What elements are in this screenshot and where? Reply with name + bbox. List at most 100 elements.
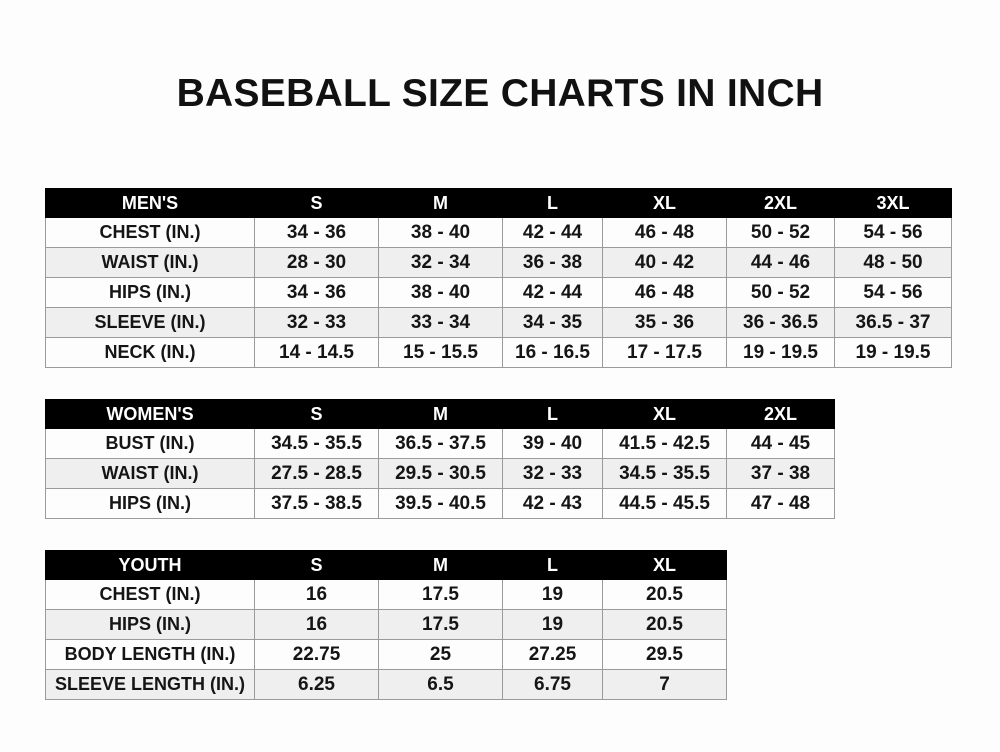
measurement-cell: 32 - 33 [254, 307, 379, 338]
measurement-cell: 20.5 [602, 609, 727, 640]
size-header: L [502, 399, 603, 429]
womens-size-table: WOMEN'S S M L XL 2XL BUST (IN.) 34.5 - 35.5 36.5… [45, 399, 835, 519]
size-header: XL [602, 188, 727, 218]
measurement-cell: 19 - 19.5 [726, 337, 835, 368]
measurement-label: HIPS (IN.) [45, 277, 255, 308]
measurement-cell: 29.5 - 30.5 [378, 458, 503, 489]
measurement-cell: 34.5 - 35.5 [602, 458, 727, 489]
measurement-cell: 33 - 34 [378, 307, 503, 338]
measurement-cell: 40 - 42 [602, 247, 727, 278]
measurement-cell: 38 - 40 [378, 277, 503, 308]
measurement-cell: 42 - 43 [502, 488, 603, 519]
table-row: HIPS (IN.) 37.5 - 38.5 39.5 - 40.5 42 - 43 4… [45, 488, 835, 519]
measurement-cell: 42 - 44 [502, 217, 603, 248]
measurement-cell: 14 - 14.5 [254, 337, 379, 368]
measurement-cell: 6.75 [502, 669, 603, 700]
size-header: XL [602, 399, 727, 429]
measurement-label: BODY LENGTH (IN.) [45, 639, 255, 670]
size-header: M [378, 188, 503, 218]
measurement-cell: 37 - 38 [726, 458, 835, 489]
measurement-cell: 6.5 [378, 669, 503, 700]
measurement-cell: 27.25 [502, 639, 603, 670]
header-row: MEN'S S M L XL 2XL 3XL [45, 188, 952, 218]
measurement-cell: 7 [602, 669, 727, 700]
page-title: BASEBALL SIZE CHARTS IN INCH [176, 72, 824, 115]
table-category-header: MEN'S [45, 188, 255, 218]
measurement-cell: 50 - 52 [726, 277, 835, 308]
header-row: YOUTH S M L XL [45, 550, 727, 580]
table-row: BUST (IN.) 34.5 - 35.5 36.5 - 37.5 39 - 40 4… [45, 428, 835, 459]
measurement-cell: 15 - 15.5 [378, 337, 503, 368]
measurement-cell: 37.5 - 38.5 [254, 488, 379, 519]
measurement-label: HIPS (IN.) [45, 609, 255, 640]
table-row: CHEST (IN.) 16 17.5 19 20.5 [45, 579, 727, 610]
size-header: M [378, 399, 503, 429]
size-header: L [502, 550, 603, 580]
measurement-cell: 22.75 [254, 639, 379, 670]
table-row: BODY LENGTH (IN.) 22.75 25 27.25 29.5 [45, 639, 727, 670]
measurement-label: NECK (IN.) [45, 337, 255, 368]
size-header: S [254, 399, 379, 429]
measurement-cell: 41.5 - 42.5 [602, 428, 727, 459]
measurement-cell: 32 - 33 [502, 458, 603, 489]
measurement-cell: 16 [254, 579, 379, 610]
measurement-label: SLEEVE (IN.) [45, 307, 255, 338]
measurement-cell: 44 - 45 [726, 428, 835, 459]
measurement-cell: 16 [254, 609, 379, 640]
measurement-cell: 36 - 36.5 [726, 307, 835, 338]
measurement-cell: 20.5 [602, 579, 727, 610]
table-row: CHEST (IN.) 34 - 36 38 - 40 42 - 44 46 - 48 5… [45, 217, 952, 248]
measurement-cell: 27.5 - 28.5 [254, 458, 379, 489]
size-header: 2XL [726, 188, 835, 218]
table-category-header: YOUTH [45, 550, 255, 580]
measurement-label: SLEEVE LENGTH (IN.) [45, 669, 255, 700]
table-row: WAIST (IN.) 28 - 30 32 - 34 36 - 38 40 - 42 4… [45, 247, 952, 278]
table-category-header: WOMEN'S [45, 399, 255, 429]
size-header: M [378, 550, 503, 580]
measurement-cell: 54 - 56 [834, 217, 952, 248]
measurement-cell: 28 - 30 [254, 247, 379, 278]
measurement-cell: 42 - 44 [502, 277, 603, 308]
measurement-label: CHEST (IN.) [45, 217, 255, 248]
measurement-cell: 17 - 17.5 [602, 337, 727, 368]
measurement-cell: 36 - 38 [502, 247, 603, 278]
measurement-cell: 44 - 46 [726, 247, 835, 278]
measurement-cell: 29.5 [602, 639, 727, 670]
measurement-cell: 54 - 56 [834, 277, 952, 308]
table-row: NECK (IN.) 14 - 14.5 15 - 15.5 16 - 16.5 17 … [45, 337, 952, 368]
table-row: HIPS (IN.) 16 17.5 19 20.5 [45, 609, 727, 640]
size-header: S [254, 188, 379, 218]
measurement-cell: 17.5 [378, 579, 503, 610]
measurement-cell: 25 [378, 639, 503, 670]
measurement-cell: 36.5 - 37.5 [378, 428, 503, 459]
size-header: 3XL [834, 188, 952, 218]
measurement-cell: 32 - 34 [378, 247, 503, 278]
measurement-cell: 39.5 - 40.5 [378, 488, 503, 519]
measurement-cell: 19 [502, 579, 603, 610]
measurement-cell: 48 - 50 [834, 247, 952, 278]
measurement-cell: 34 - 36 [254, 217, 379, 248]
measurement-cell: 16 - 16.5 [502, 337, 603, 368]
measurement-cell: 19 [502, 609, 603, 640]
measurement-cell: 46 - 48 [602, 217, 727, 248]
size-header: L [502, 188, 603, 218]
table-row: SLEEVE (IN.) 32 - 33 33 - 34 34 - 35 35 - 36… [45, 307, 952, 338]
measurement-cell: 19 - 19.5 [834, 337, 952, 368]
measurement-cell: 47 - 48 [726, 488, 835, 519]
measurement-label: WAIST (IN.) [45, 458, 255, 489]
measurement-label: HIPS (IN.) [45, 488, 255, 519]
measurement-cell: 34 - 35 [502, 307, 603, 338]
table-row: SLEEVE LENGTH (IN.) 6.25 6.5 6.75 7 [45, 669, 727, 700]
measurement-cell: 6.25 [254, 669, 379, 700]
table-row: WAIST (IN.) 27.5 - 28.5 29.5 - 30.5 32 - 33… [45, 458, 835, 489]
measurement-cell: 34.5 - 35.5 [254, 428, 379, 459]
header-row: WOMEN'S S M L XL 2XL [45, 399, 835, 429]
measurement-cell: 35 - 36 [602, 307, 727, 338]
measurement-cell: 46 - 48 [602, 277, 727, 308]
measurement-cell: 38 - 40 [378, 217, 503, 248]
measurement-cell: 44.5 - 45.5 [602, 488, 727, 519]
mens-size-table: MEN'S S M L XL 2XL 3XL CHEST (IN.) 34 - 36 38 - 4… [45, 188, 952, 368]
measurement-cell: 17.5 [378, 609, 503, 640]
measurement-label: WAIST (IN.) [45, 247, 255, 278]
size-header: S [254, 550, 379, 580]
